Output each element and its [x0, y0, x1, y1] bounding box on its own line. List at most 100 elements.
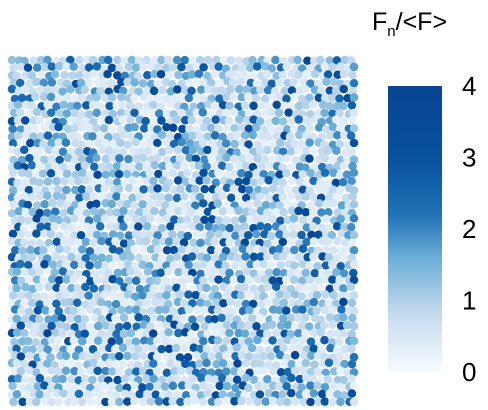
particle: [142, 374, 151, 383]
particle: [226, 297, 235, 307]
particle: [126, 131, 135, 141]
particle: [312, 306, 321, 315]
particle: [80, 161, 90, 170]
particle: [191, 154, 201, 164]
particle: [40, 338, 50, 347]
particle: [202, 345, 212, 354]
particle: [274, 382, 284, 391]
particle: [154, 261, 163, 270]
particle: [287, 176, 297, 186]
particle: [13, 374, 23, 383]
particle: [286, 268, 295, 278]
particle: [95, 102, 105, 111]
particle: [12, 283, 21, 293]
particle: [228, 78, 238, 87]
particle: [101, 321, 111, 330]
particle: [120, 374, 130, 383]
particle: [12, 267, 22, 276]
particle: [301, 389, 311, 399]
particle: [164, 193, 173, 202]
particle: [279, 207, 288, 217]
particle: [299, 77, 308, 87]
particle: [232, 375, 242, 384]
particle: [320, 93, 330, 103]
particle: [16, 138, 26, 147]
particle: [21, 282, 30, 292]
particle: [16, 259, 25, 269]
particle: [166, 87, 176, 96]
particle: [313, 261, 322, 271]
particle: [177, 138, 187, 147]
particle: [160, 382, 170, 391]
particle: [218, 252, 228, 262]
particle: [260, 274, 270, 284]
particle: [317, 374, 326, 383]
particle: [149, 359, 158, 368]
particle: [78, 168, 87, 178]
particle: [90, 313, 100, 323]
particle: [269, 201, 278, 210]
particle: [283, 184, 293, 194]
particle: [331, 299, 341, 308]
particle: [268, 336, 277, 345]
particle: [36, 222, 45, 232]
particle: [200, 184, 209, 194]
particle: [349, 306, 359, 316]
particle: [327, 231, 337, 240]
particle: [32, 214, 41, 224]
particle: [329, 381, 339, 391]
particle: [290, 290, 300, 299]
particle: [271, 282, 281, 292]
particle: [211, 178, 221, 187]
particle: [66, 329, 76, 338]
particle: [164, 267, 173, 276]
particle: [221, 139, 231, 148]
particle: [25, 153, 34, 163]
particle: [230, 261, 240, 270]
particle: [297, 230, 306, 240]
particle: [40, 155, 49, 165]
particle: [297, 383, 307, 392]
particle: [215, 78, 225, 88]
particle: [276, 368, 286, 377]
particle: [208, 62, 218, 71]
particle: [204, 193, 214, 202]
particle: [328, 62, 337, 72]
particle: [25, 366, 34, 375]
particle: [173, 360, 182, 369]
particle: [175, 353, 185, 362]
particle: [33, 153, 42, 162]
particle: [349, 259, 359, 269]
particle: [301, 283, 311, 292]
particle: [218, 373, 227, 383]
particle: [71, 351, 81, 361]
particle: [199, 63, 208, 72]
particle: [231, 351, 240, 361]
particle: [348, 161, 357, 171]
particle: [92, 351, 102, 360]
particle: [165, 254, 175, 263]
particle: [210, 267, 219, 276]
particle: [240, 344, 250, 353]
particle: [310, 69, 320, 79]
particle: [130, 200, 139, 210]
particle: [36, 85, 46, 94]
particle: [138, 291, 147, 300]
particle: [59, 208, 68, 218]
particle: [61, 366, 71, 376]
particle: [301, 207, 311, 217]
particle: [212, 360, 221, 369]
particle: [58, 147, 68, 157]
particle: [279, 298, 289, 308]
particle: [259, 245, 268, 255]
particle: [241, 161, 251, 171]
particle: [195, 222, 204, 232]
particle: [123, 290, 133, 299]
particle: [221, 350, 231, 360]
particle: [48, 198, 57, 208]
particle: [278, 314, 288, 323]
particle: [176, 322, 185, 331]
particle: [186, 207, 196, 217]
particle: [219, 298, 228, 308]
particle: [333, 208, 343, 217]
